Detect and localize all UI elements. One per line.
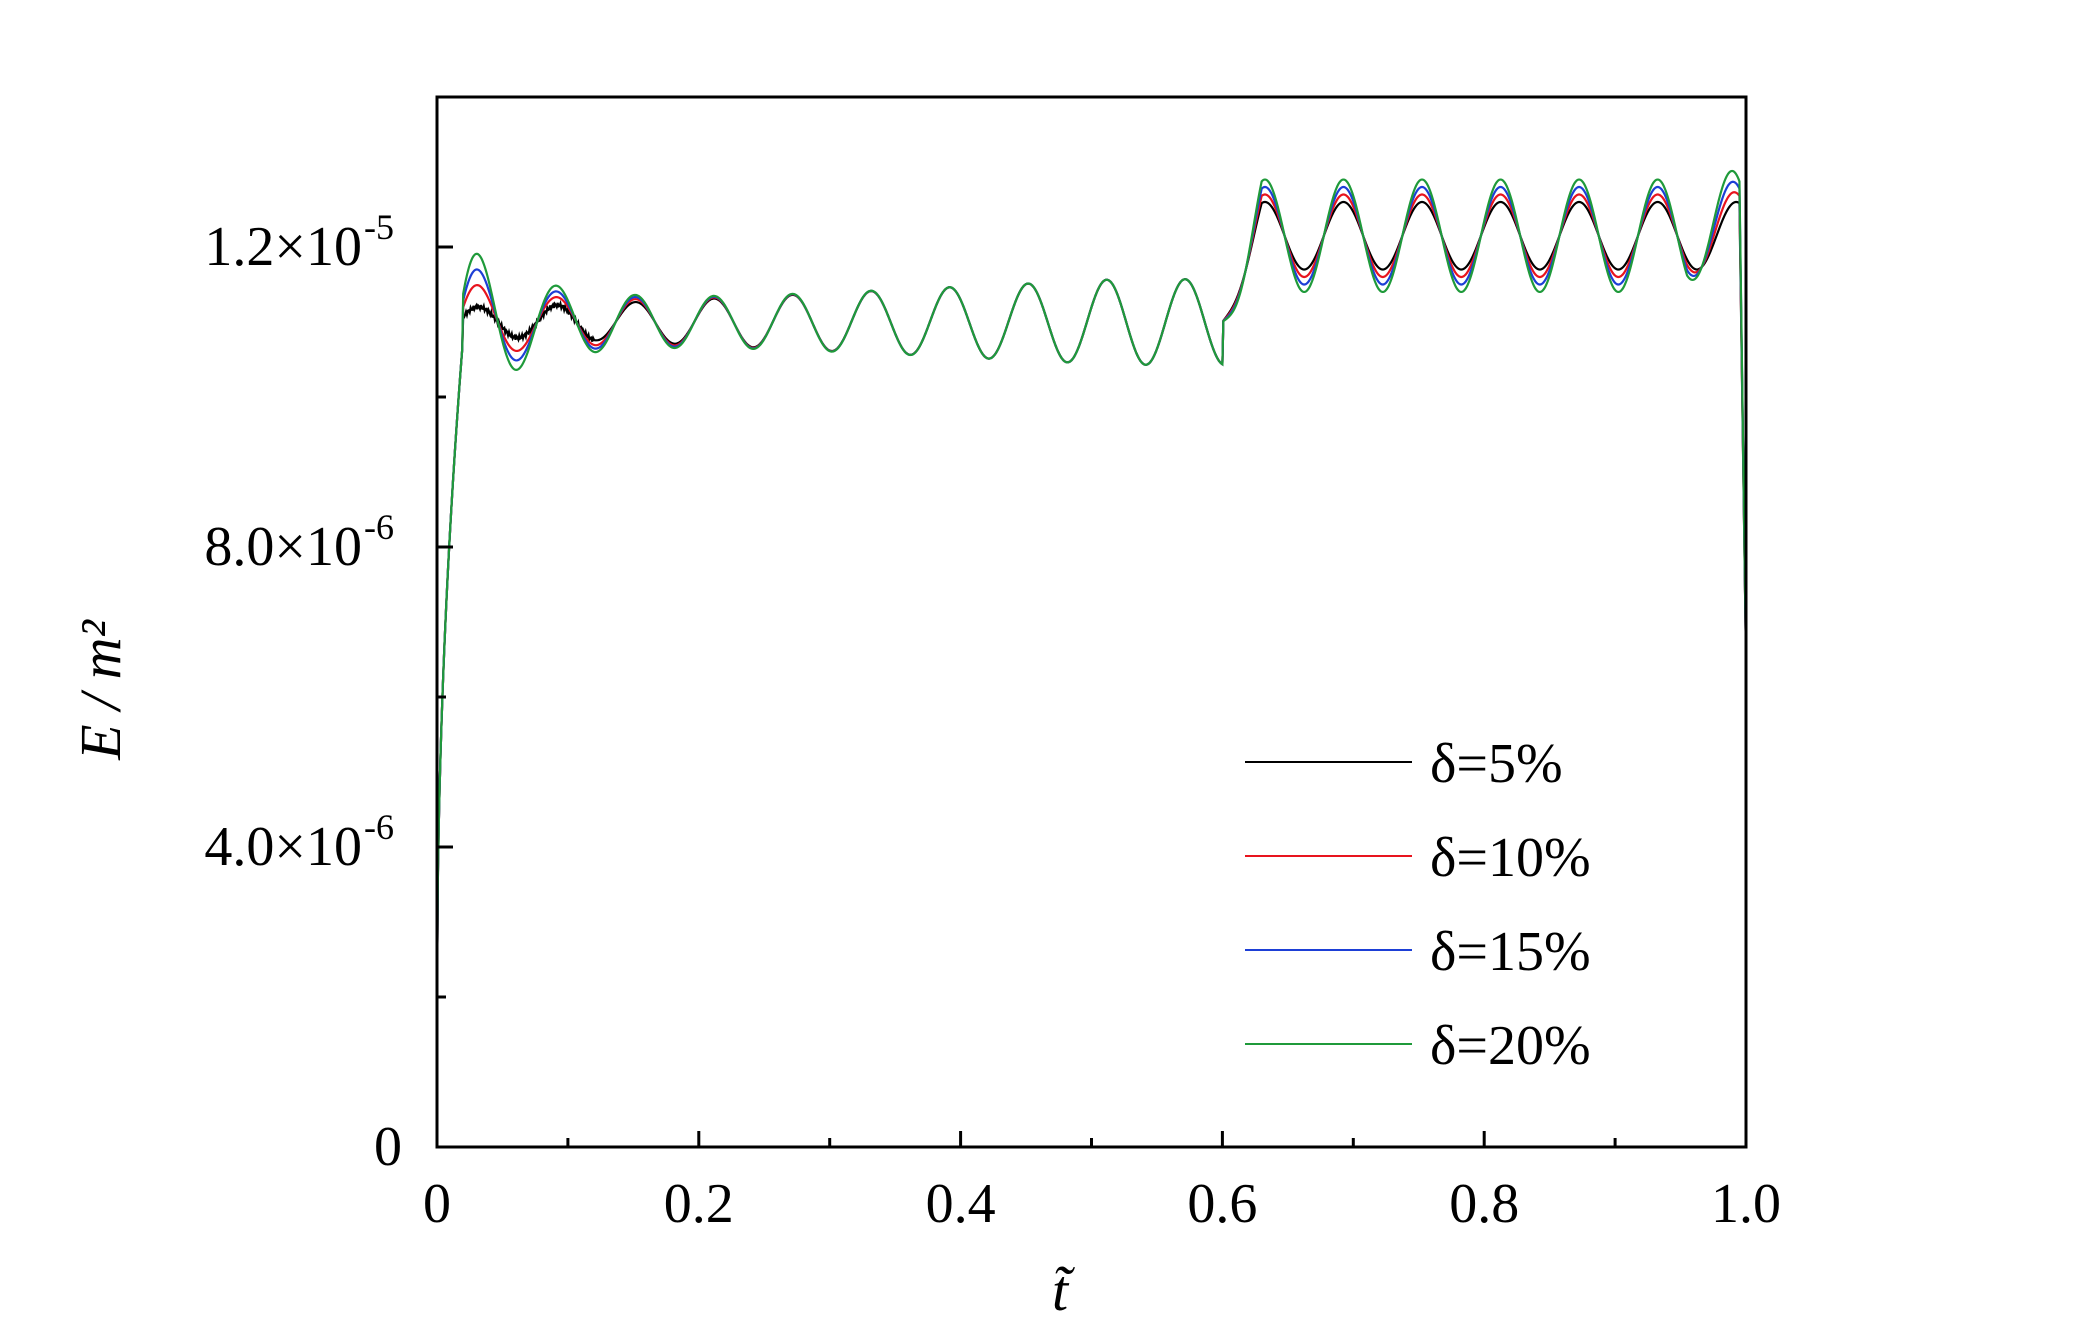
legend-label: δ=5% [1430, 733, 1563, 795]
plot-frame [435, 95, 1748, 1149]
x-tick-label: 1.0 [1711, 1173, 1781, 1235]
y-axis-label: E / m² [68, 618, 133, 760]
x-tick-label: 0.2 [664, 1173, 734, 1235]
x-tick-label: 0.4 [926, 1173, 996, 1235]
y-tick-label: 4.0×10 [204, 816, 362, 878]
x-tick-label: 0.6 [1187, 1173, 1257, 1235]
y-tick-label: 1.2×10 [204, 216, 362, 278]
y-tick-exponent: -5 [364, 207, 394, 247]
legend-label: δ=15% [1430, 921, 1591, 983]
y-tick-label: 8.0×10 [204, 516, 362, 578]
legend-label: δ=20% [1430, 1015, 1591, 1077]
tick-labels-layer: 0 0.2 0.4 0.6 0.8 1.004.0×10 -68.0×10 -61.2×10-… [204, 207, 1781, 1235]
series-layer [435, 169, 1748, 998]
legend-label: δ=10% [1430, 827, 1591, 889]
ticks-layer [435, 95, 1748, 1149]
x-axis-label: t̃ [1052, 1258, 1075, 1323]
series-line [435, 169, 1748, 998]
y-tick-label: 0 [374, 1116, 402, 1178]
x-tick-label: 0 [423, 1173, 451, 1235]
y-tick-exponent: -6 [364, 807, 394, 847]
y-tick-exponent: -6 [364, 507, 394, 547]
legend: δ=5% δ=10% δ=15% δ=20% [1245, 733, 1591, 1077]
x-tick-label: 0.8 [1449, 1173, 1519, 1235]
